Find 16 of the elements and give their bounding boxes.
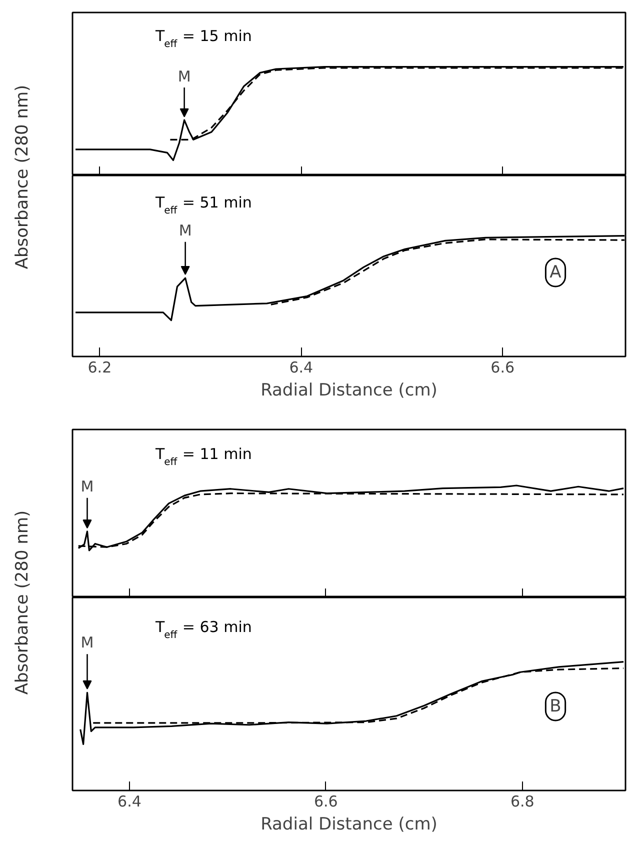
x-tick-label: 6.4: [289, 358, 314, 376]
x-axis-title: Radial Distance (cm): [260, 814, 438, 834]
annotation: M: [178, 67, 191, 86]
annotation: M: [80, 478, 94, 496]
y-axis-title: Absorbance (280 nm): [12, 84, 32, 270]
annotation: M: [80, 634, 94, 652]
x-tick-label: 6.6: [314, 792, 338, 810]
annotation: B: [550, 696, 562, 716]
x-tick-label: 6.6: [490, 358, 515, 376]
x-tick-label: 6.2: [88, 358, 112, 376]
x-tick-label: 6.4: [118, 792, 142, 810]
annotation: M: [178, 221, 192, 240]
x-axis-title: Radial Distance (cm): [260, 380, 438, 400]
y-axis-title: Absorbance (280 nm): [12, 510, 32, 695]
annotation: A: [550, 262, 562, 282]
x-tick-label: 6.8: [510, 792, 534, 810]
